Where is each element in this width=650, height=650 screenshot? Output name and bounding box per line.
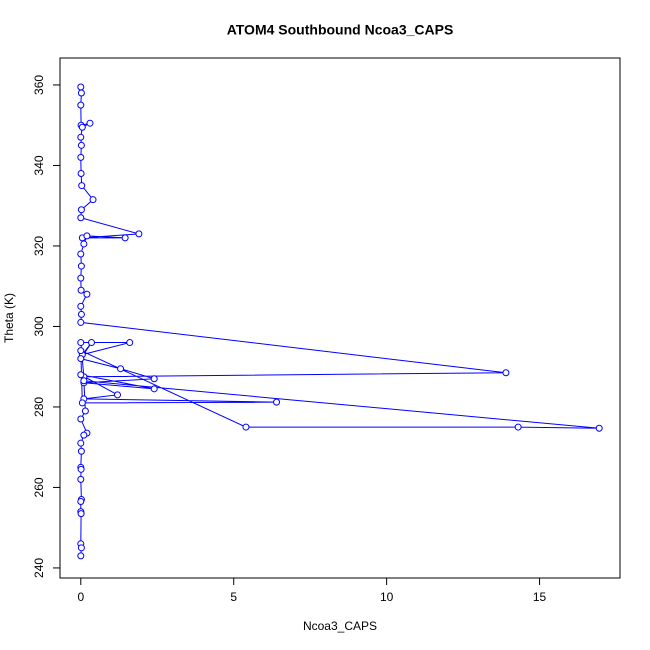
point bbox=[77, 310, 85, 318]
point bbox=[77, 447, 85, 455]
y-tick-label: 260 bbox=[32, 477, 46, 497]
point bbox=[86, 119, 94, 127]
series-line bbox=[79, 86, 600, 556]
point bbox=[77, 318, 85, 326]
point bbox=[242, 423, 250, 431]
point bbox=[126, 339, 134, 347]
y-tick-label: 320 bbox=[32, 236, 46, 256]
point bbox=[273, 398, 281, 406]
point bbox=[77, 552, 85, 560]
point bbox=[502, 369, 510, 377]
y-tick-label: 280 bbox=[32, 397, 46, 417]
point bbox=[77, 170, 85, 178]
point bbox=[77, 83, 85, 91]
point bbox=[80, 431, 88, 439]
y-tick-label: 340 bbox=[32, 155, 46, 175]
point bbox=[77, 133, 85, 141]
point bbox=[78, 123, 86, 131]
point bbox=[77, 339, 85, 347]
point bbox=[83, 232, 91, 240]
point bbox=[77, 498, 85, 506]
point bbox=[77, 355, 85, 363]
point bbox=[514, 423, 522, 431]
point bbox=[113, 391, 121, 399]
point bbox=[77, 206, 85, 214]
point bbox=[77, 286, 85, 294]
x-tick-label: 0 bbox=[77, 590, 84, 604]
x-tick-label: 15 bbox=[533, 590, 547, 604]
point bbox=[77, 250, 85, 258]
point bbox=[77, 415, 85, 423]
point bbox=[595, 424, 603, 432]
point bbox=[88, 339, 96, 347]
point bbox=[77, 510, 85, 518]
point bbox=[80, 240, 88, 248]
point bbox=[77, 274, 85, 282]
x-axis-label: Ncoa3_CAPS bbox=[303, 619, 377, 633]
point bbox=[121, 234, 129, 242]
point bbox=[83, 290, 91, 298]
point bbox=[81, 407, 89, 415]
point bbox=[77, 439, 85, 447]
y-tick-label: 240 bbox=[32, 558, 46, 578]
point bbox=[77, 262, 85, 270]
point bbox=[77, 89, 85, 97]
plot-frame bbox=[59, 57, 621, 579]
point bbox=[150, 385, 158, 393]
x-tick-label: 10 bbox=[380, 590, 394, 604]
point bbox=[77, 141, 85, 149]
point bbox=[89, 196, 97, 204]
point bbox=[77, 347, 85, 355]
point bbox=[77, 153, 85, 161]
y-tick-label: 300 bbox=[32, 316, 46, 336]
point bbox=[77, 101, 85, 109]
point bbox=[77, 371, 85, 379]
point bbox=[77, 302, 85, 310]
point bbox=[117, 365, 125, 373]
point bbox=[78, 399, 86, 407]
y-axis-label: Theta (K) bbox=[2, 293, 16, 343]
point bbox=[77, 475, 85, 483]
point bbox=[80, 377, 88, 385]
point bbox=[135, 230, 143, 238]
point bbox=[77, 465, 85, 473]
point bbox=[78, 182, 86, 190]
point bbox=[77, 214, 85, 222]
y-tick-label: 360 bbox=[32, 75, 46, 95]
point bbox=[150, 375, 158, 383]
x-tick-label: 5 bbox=[230, 590, 237, 604]
chart-title: ATOM4 Southbound Ncoa3_CAPS bbox=[227, 22, 454, 38]
point bbox=[77, 544, 85, 552]
